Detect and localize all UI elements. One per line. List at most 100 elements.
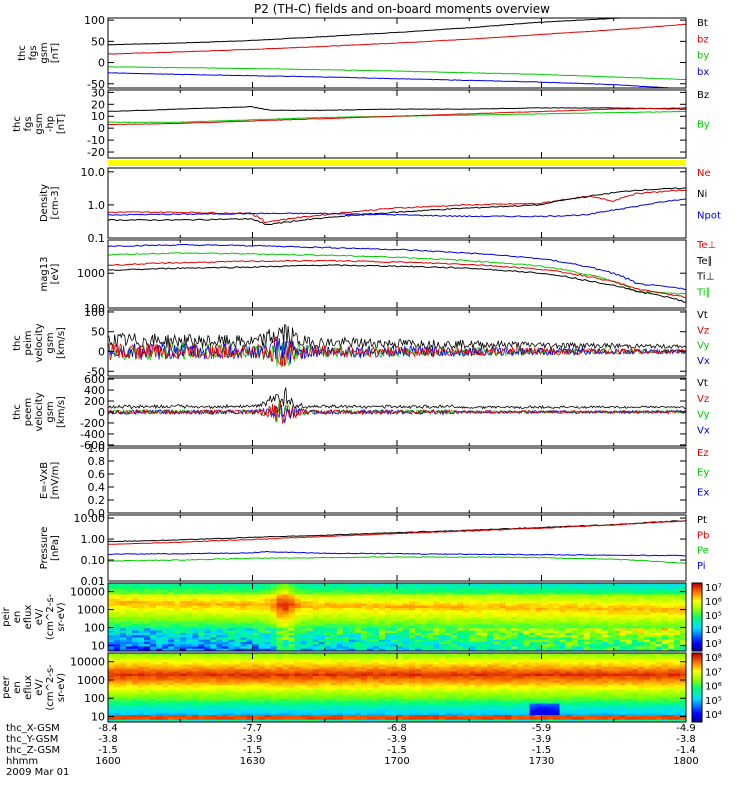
heatmap-cell [469,628,476,632]
heatmap-cell [360,644,368,648]
heatmap-cell [403,630,410,634]
heatmap-cell [294,710,302,714]
heatmap-cell [619,585,627,589]
heatmap-cell [162,662,169,666]
heatmap-cell [306,621,314,625]
heatmap-cell [409,662,416,666]
heatmap-cell [409,607,416,611]
heatmap-cell [403,635,410,638]
heatmap-cell [132,653,139,656]
heatmap-cell [204,708,211,712]
heatmap-cell [156,594,163,598]
heatmap-cell [655,598,663,602]
heatmap-cell [403,619,410,623]
heatmap-cell [258,710,266,714]
heatmap-cell [661,585,669,589]
heatmap-cell [264,612,272,616]
heatmap-cell [415,662,422,666]
heatmap-cell [306,682,314,686]
heatmap-cell [493,626,500,629]
heatmap-cell [397,614,404,618]
heatmap-cell [198,585,205,589]
heatmap-cell [252,678,260,682]
heatmap-cell [246,639,254,643]
heatmap-cell [523,644,531,648]
heatmap-cell [565,598,573,602]
heatmap-cell [132,710,139,714]
heatmap-cell [168,637,175,641]
heatmap-cell [264,601,272,604]
heatmap-cell [601,648,609,651]
heatmap-cell [553,583,561,586]
heatmap-cell [499,639,506,643]
heatmap-cell [270,601,278,604]
heatmap-cell [294,641,302,645]
heatmap-cell [547,585,555,589]
heatmap-cell [288,603,296,607]
heatmap-cell [126,626,133,629]
heatmap-cell [384,659,392,663]
heatmap-cell [475,639,482,643]
heatmap-cell [481,637,488,641]
heatmap-cell [150,666,157,670]
heatmap-cell [372,605,380,609]
heatmap-cell [258,603,266,607]
heatmap-cell [427,655,434,659]
heatmap-cell [348,614,356,618]
heatmap-cell [132,644,139,648]
heatmap-cell [192,708,199,712]
heatmap-cell [457,587,464,591]
heatmap-cell [607,610,615,614]
heatmap-cell [421,692,428,695]
heatmap-cell [216,680,223,684]
heatmap-cell [390,680,398,684]
heatmap-cell [114,601,121,604]
heatmap-cell [553,607,561,611]
heatmap-cell [210,648,217,651]
legend-entry-Ti∥: Ti∥ [696,287,711,298]
heatmap-cell [607,614,615,618]
heatmap-cell [264,646,272,650]
heatmap-cell [397,689,404,693]
heatmap-cell [228,614,236,618]
heatmap-cell [378,626,386,629]
heatmap-cell [661,612,669,616]
heatmap-cell [360,603,368,607]
heatmap-cell [204,614,211,618]
heatmap-cell [318,662,326,666]
heatmap-cell [204,694,211,698]
heatmap-cell [409,669,416,672]
ytick-label: 0.2 [88,494,106,507]
heatmap-cell [174,605,181,609]
heatmap-cell [222,712,230,716]
ytick-label: 100 [84,302,105,315]
heatmap-cell [210,710,217,714]
heatmap-cell [150,587,157,591]
heatmap-cell [541,628,549,632]
heatmap-cell [204,619,211,623]
heatmap-cell [397,612,404,616]
heatmap-cell [288,696,296,700]
heatmap-cell [613,619,621,623]
heatmap-cell [517,648,525,651]
heatmap-cell [246,680,254,684]
heatmap-cell [390,689,398,693]
heatmap-cell [403,632,410,636]
panel-frame [107,89,687,159]
heatmap-cell [366,662,374,666]
heatmap-cell [180,666,187,670]
heatmap-cell [234,664,242,668]
series-line-Pi [108,550,686,557]
heatmap-cell [174,653,181,656]
heatmap-cell [186,632,193,636]
heatmap-cell [535,605,543,609]
heatmap-cell [282,694,290,698]
heatmap-cell [264,657,272,661]
heatmap-cell [246,687,254,691]
heatmap-cell [144,596,151,600]
heatmap-cell [240,596,248,600]
heatmap-cell [577,612,585,616]
heatmap-cell [559,596,567,600]
colorbar-swatch [692,586,702,589]
heatmap-cell [306,689,314,693]
